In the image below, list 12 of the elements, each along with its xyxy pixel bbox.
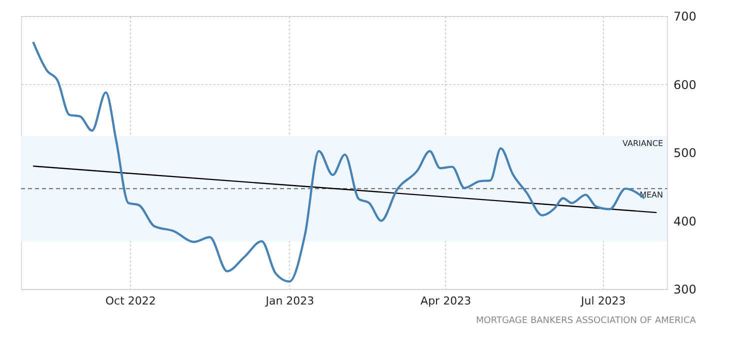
x-tick-label: Apr 2023 — [420, 294, 472, 308]
y-tick-label: 600 — [674, 78, 696, 92]
y-tick-label: 400 — [674, 214, 696, 228]
ref-line-label: MEAN — [640, 190, 664, 200]
y-tick-label: 700 — [674, 10, 696, 24]
y-tick-label: 300 — [674, 282, 696, 296]
y-tick-label: 500 — [674, 146, 696, 160]
x-tick-label: Oct 2022 — [105, 294, 156, 308]
text: MORTGAGE BANKERS ASSOCIATION OF AMERICA — [476, 316, 697, 326]
x-tick-label: Jul 2023 — [580, 294, 626, 308]
x-tick-label: Jan 2023 — [264, 294, 314, 308]
band-label: VARIANCE — [622, 139, 663, 148]
